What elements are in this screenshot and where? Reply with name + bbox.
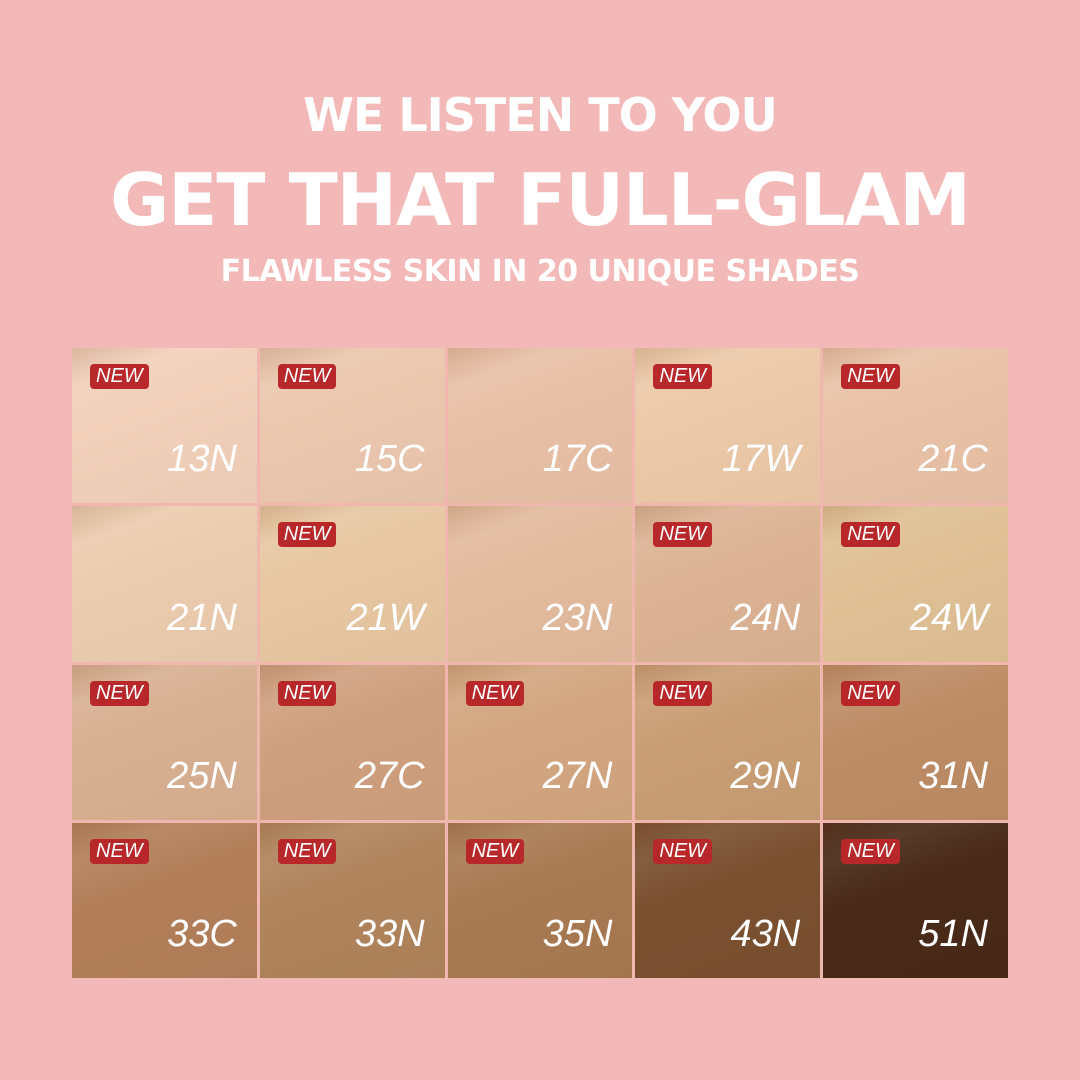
shade-code: 17W: [722, 438, 801, 481]
shade-code: 27C: [354, 754, 425, 797]
new-badge: NEW: [653, 680, 713, 706]
new-badge: NEW: [841, 364, 900, 389]
new-badge: NEW: [277, 838, 337, 864]
shade-swatch-29n: NEW 29N: [635, 664, 821, 820]
new-badge: NEW: [653, 522, 713, 548]
new-badge: NEW: [465, 838, 525, 864]
headline-main: GET THAT FULL-GLAM: [110, 158, 971, 242]
shade-swatch-35n: NEW 35N: [447, 822, 633, 978]
shade-swatch-24n: NEW 24N: [635, 506, 821, 662]
shade-code: 21N: [167, 596, 237, 639]
shade-code: 24W: [909, 596, 988, 639]
shade-code: 23N: [542, 596, 613, 639]
shade-swatch-21w: NEW 21W: [259, 506, 445, 662]
new-badge: NEW: [465, 680, 525, 706]
new-badge: NEW: [841, 838, 900, 864]
shade-swatch-33n: NEW 33N: [259, 822, 445, 978]
shade-swatch-25n: NEW 25N: [72, 664, 257, 820]
subheadline: FLAWLESS SKIN IN 20 UNIQUE SHADES: [220, 254, 860, 289]
shade-swatch-23n: 23N: [447, 506, 633, 662]
shade-swatch-13n: NEW 13N: [72, 348, 257, 504]
shade-swatch-17w: NEW 17W: [635, 348, 821, 504]
shade-code: 29N: [730, 754, 801, 797]
shade-code: 25N: [167, 754, 237, 797]
shade-grid: NEW 13N NEW 15C 17C NEW 17W NEW 21C 21N NEW 21W 23N N…: [72, 348, 1008, 978]
new-badge: NEW: [90, 680, 149, 706]
new-badge: NEW: [841, 680, 900, 706]
shade-swatch-21c: NEW 21C: [823, 348, 1008, 504]
shade-code: 31N: [918, 754, 988, 797]
new-badge: NEW: [277, 680, 337, 706]
new-badge: NEW: [90, 838, 149, 864]
shade-swatch-17c: 17C: [447, 348, 633, 504]
shade-code: 43N: [730, 913, 801, 955]
shade-code: 33C: [167, 913, 237, 955]
shade-code: 17C: [542, 438, 613, 481]
shade-code: 35N: [542, 913, 613, 955]
shade-swatch-27c: NEW 27C: [259, 664, 445, 820]
shade-code: 33N: [354, 913, 425, 955]
new-badge: NEW: [90, 364, 149, 389]
shade-swatch-15c: NEW 15C: [259, 348, 445, 504]
shade-code: 21W: [346, 596, 425, 639]
shade-code: 21C: [918, 438, 988, 481]
shade-swatch-33c: NEW 33C: [72, 822, 257, 978]
headline-small: WE LISTEN TO YOU: [303, 88, 778, 142]
new-badge: NEW: [277, 522, 337, 548]
shade-code: 15C: [354, 438, 425, 481]
new-badge: NEW: [653, 364, 713, 389]
new-badge: NEW: [841, 522, 900, 548]
shade-code: 27N: [542, 754, 613, 797]
shade-code: 24N: [730, 596, 801, 639]
shade-code: 51N: [918, 913, 988, 955]
new-badge: NEW: [277, 364, 337, 389]
shade-swatch-31n: NEW 31N: [823, 664, 1008, 820]
shade-swatch-21n: 21N: [72, 506, 257, 662]
shade-swatch-27n: NEW 27N: [447, 664, 633, 820]
new-badge: NEW: [653, 838, 713, 864]
shade-code: 13N: [167, 438, 237, 481]
shade-swatch-43n: NEW 43N: [635, 822, 821, 978]
shade-swatch-51n: NEW 51N: [823, 822, 1008, 978]
shade-swatch-24w: NEW 24W: [823, 506, 1008, 662]
